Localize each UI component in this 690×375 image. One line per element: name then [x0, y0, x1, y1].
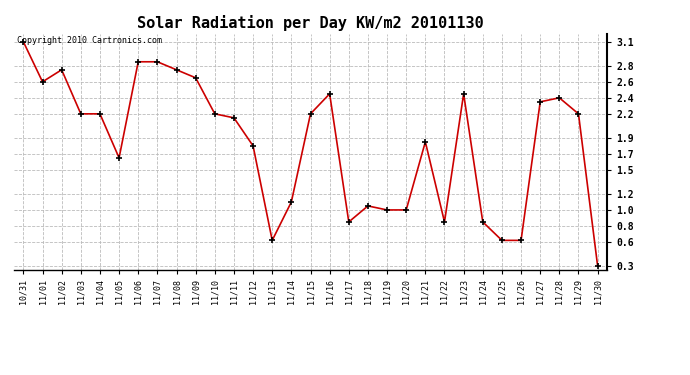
Text: Copyright 2010 Cartronics.com: Copyright 2010 Cartronics.com — [17, 36, 161, 45]
Title: Solar Radiation per Day KW/m2 20101130: Solar Radiation per Day KW/m2 20101130 — [137, 15, 484, 31]
